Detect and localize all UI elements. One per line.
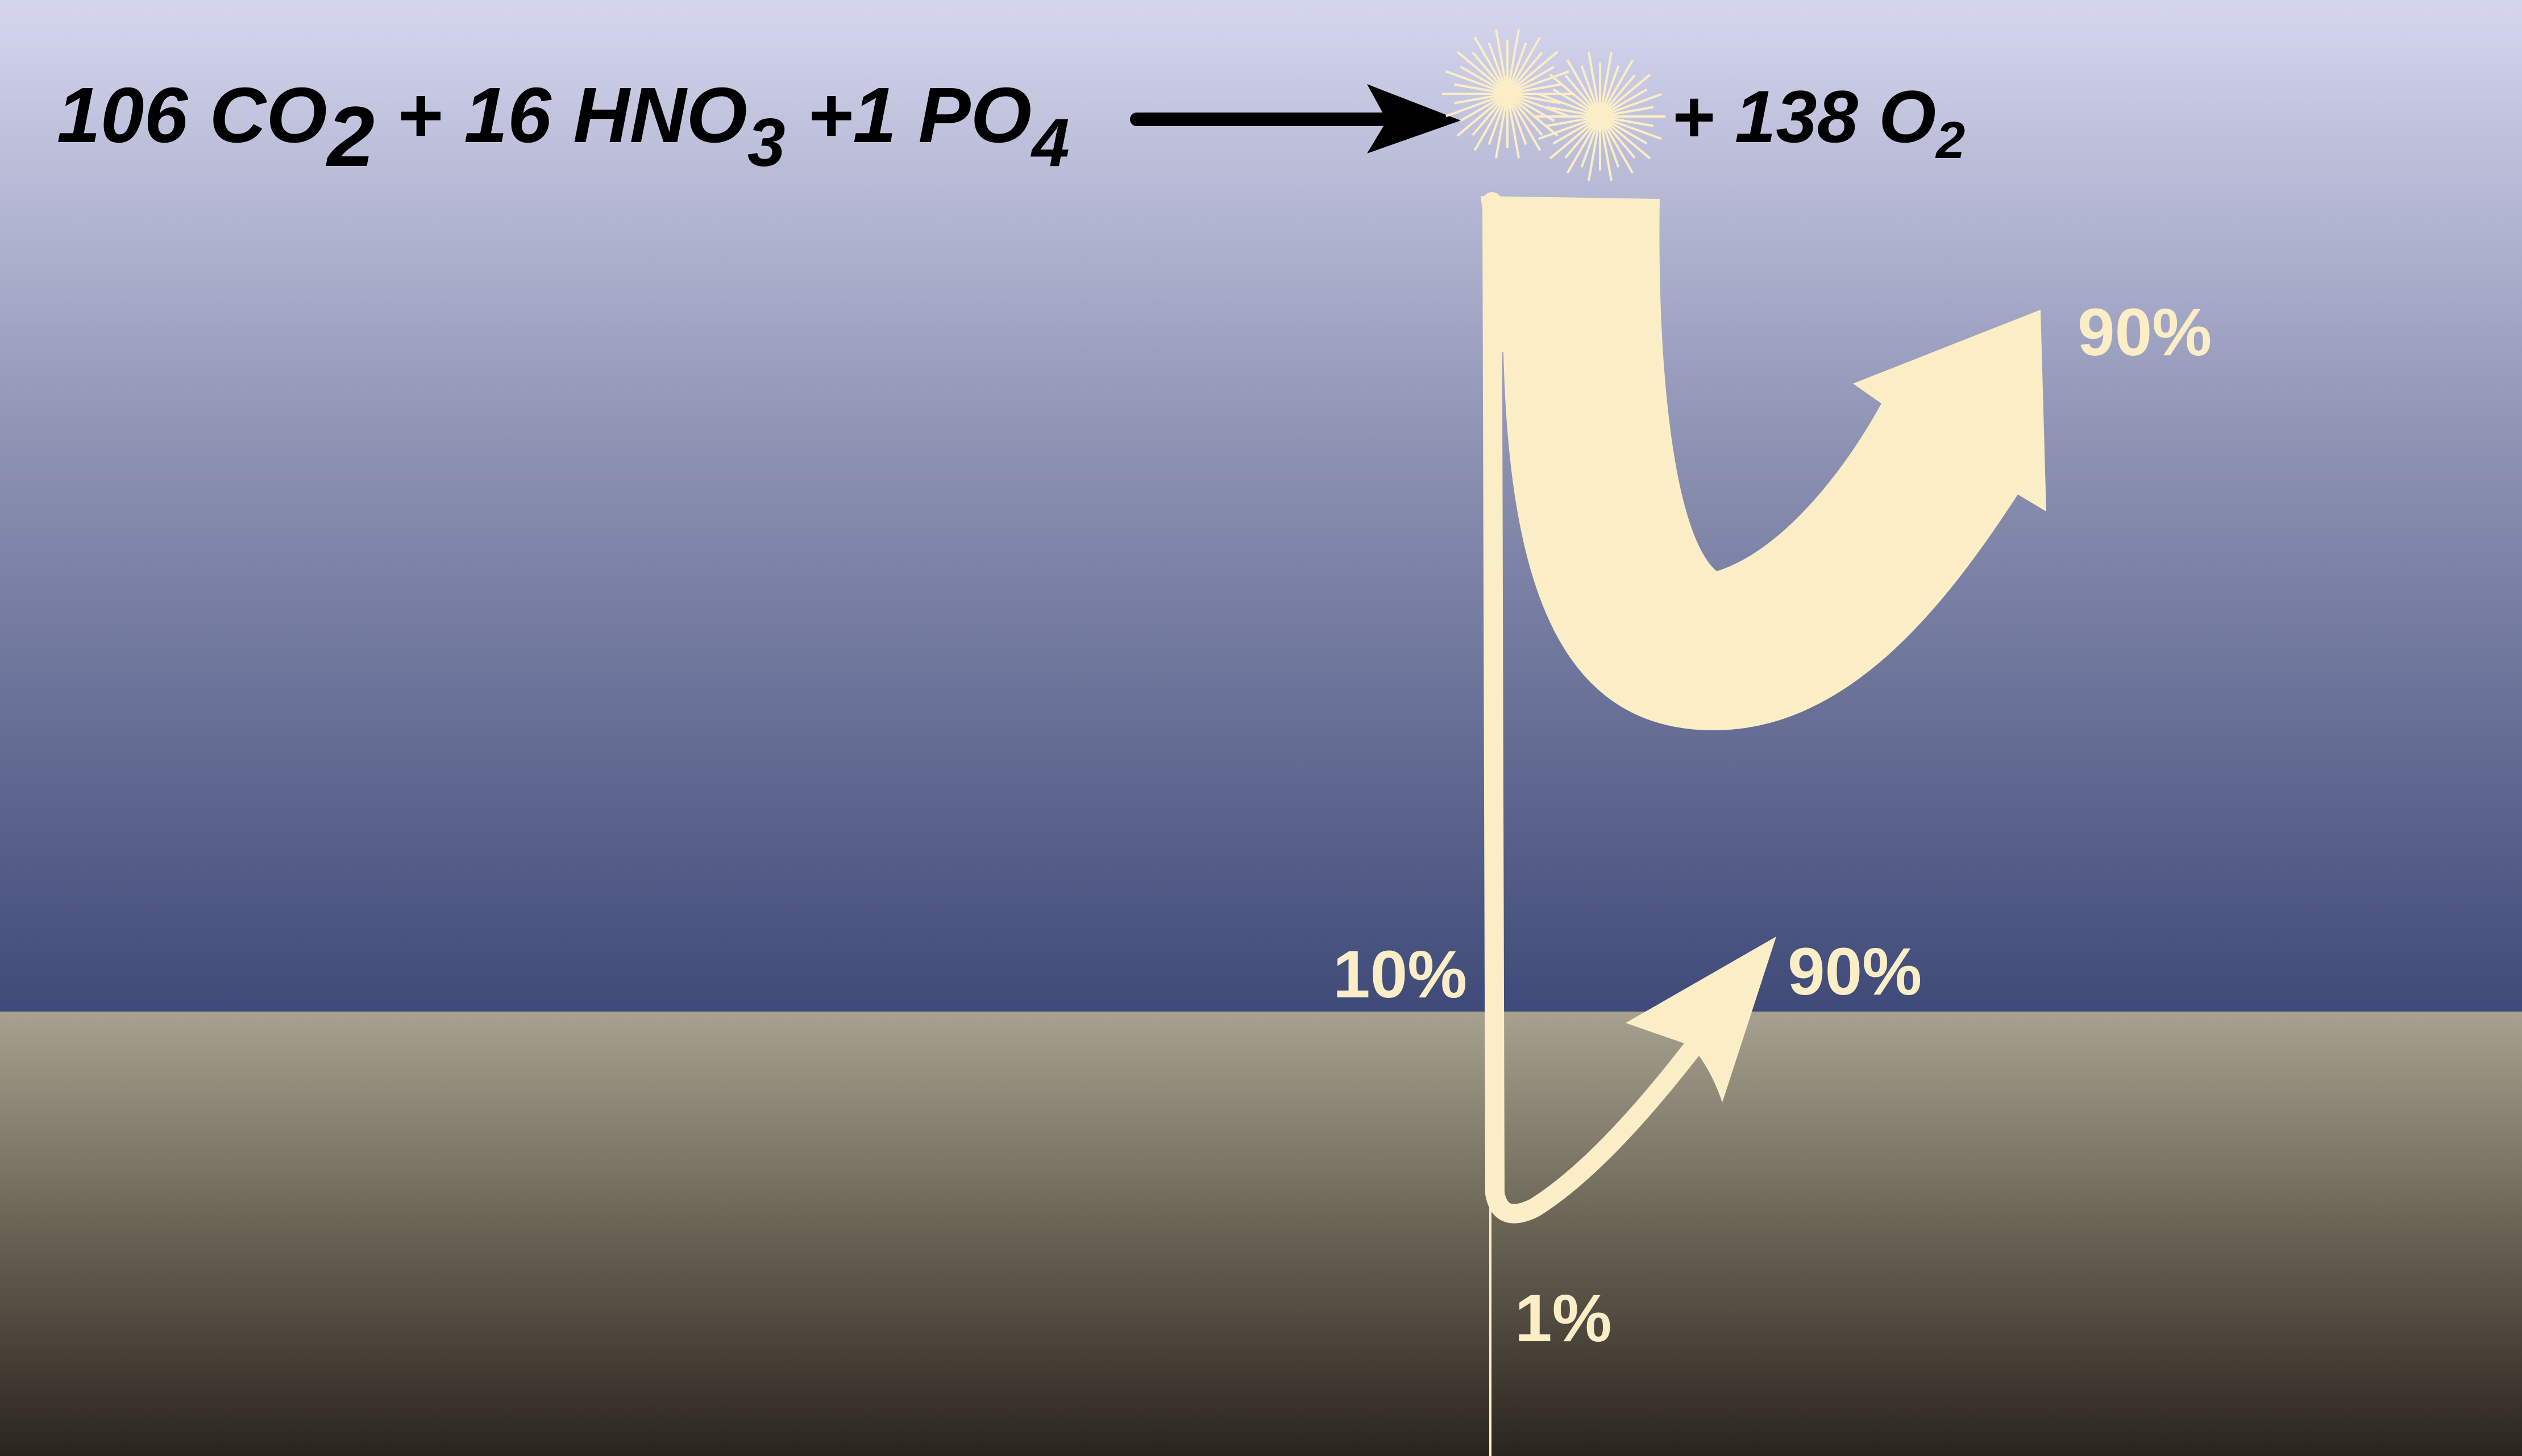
sun-ray: [1580, 65, 1598, 107]
sun-ray: [1564, 123, 1594, 159]
co2-term: 106 CO: [57, 72, 327, 159]
sun-ray: [1608, 120, 1648, 145]
sun-ray: [1508, 29, 1520, 84]
sun-ray: [1588, 126, 1599, 181]
co2-subscript: 2: [326, 89, 375, 184]
sun-ray: [1472, 101, 1502, 136]
sun-ray: [1609, 119, 1662, 140]
sun-ray: [1514, 51, 1559, 88]
sun-ray: [1566, 59, 1596, 109]
sun-ray: [1511, 36, 1542, 86]
sun-ray: [1516, 70, 1569, 91]
sun-ray: [1564, 74, 1594, 110]
sun-ray: [1602, 126, 1620, 168]
sun-ray: [1606, 123, 1636, 159]
sun-ray: [1511, 102, 1542, 151]
sun-ray: [1460, 65, 1499, 90]
sediment-layer: [0, 1012, 2522, 1456]
sun-ray: [1454, 94, 1498, 105]
sun-ray: [1538, 119, 1591, 140]
equation-reactants: 106 CO2 + 16 HNO3 +1 PO4: [57, 72, 1070, 184]
water-column: [0, 0, 2522, 1012]
sun-ray: [1456, 51, 1501, 88]
sun-ray: [1510, 103, 1527, 145]
o2-term: + 138 O: [1671, 75, 1936, 158]
sun-burst-2: [1535, 52, 1665, 181]
seafloor-return-label: 90%: [1788, 934, 1922, 1009]
sun-ray: [1517, 83, 1561, 93]
right-arrow-icon: [1130, 84, 1461, 153]
surface-return-label: 90%: [2078, 295, 2212, 370]
sun-ray: [1445, 96, 1498, 118]
sun-ray: [1607, 73, 1651, 111]
sun-ray: [1604, 59, 1634, 109]
seafloor-return-arrowhead: [1626, 937, 1776, 1103]
sun-ray: [1552, 120, 1592, 145]
sun-ray: [1608, 88, 1648, 113]
sun-ray: [1601, 52, 1613, 107]
po4-term: +1 PO: [786, 72, 1032, 159]
sun-ray: [1495, 29, 1507, 84]
sun-ray: [1610, 117, 1653, 127]
sun-ray: [1602, 65, 1620, 107]
sun-ray: [1473, 36, 1503, 86]
po4-subscript: 4: [1031, 105, 1070, 181]
sun-ray: [1549, 73, 1593, 111]
sun-ray: [1513, 51, 1543, 87]
sun-ray: [1472, 51, 1502, 87]
sun-ray: [1610, 106, 1653, 116]
sun-core: [1496, 82, 1519, 105]
sun-ray: [1604, 124, 1634, 174]
o2-subscript: 2: [1935, 111, 1965, 169]
sun-ray: [1547, 106, 1590, 116]
sun-burst-icon: [1442, 29, 1665, 181]
sun-ray: [1609, 93, 1662, 114]
sun-ray: [1508, 103, 1520, 159]
sun-ray: [1488, 103, 1505, 145]
sun-ray: [1588, 52, 1599, 107]
sun-ray: [1552, 88, 1592, 113]
sun-ray: [1516, 96, 1569, 118]
export-label: 10%: [1333, 937, 1467, 1012]
sun-ray: [1517, 94, 1561, 105]
sun-ray: [1460, 98, 1499, 122]
sun-ray: [1513, 101, 1543, 136]
hno3-subscript: 3: [747, 105, 786, 181]
sun-ray: [1445, 70, 1498, 91]
sun-ray: [1473, 102, 1503, 151]
hno3-term: + 16 HNO: [375, 72, 747, 159]
sun-core: [1589, 105, 1611, 128]
sun-ray: [1454, 83, 1498, 93]
sun-ray: [1547, 117, 1590, 127]
sun-ray: [1607, 122, 1651, 160]
sun-ray: [1606, 74, 1636, 110]
surface-recycling-flow: [1481, 196, 2046, 730]
sun-ray: [1510, 43, 1527, 85]
sun-ray: [1495, 103, 1507, 159]
sun-ray: [1456, 99, 1501, 137]
equation-products: + 138 O2: [1671, 75, 1965, 169]
export-flow: [1482, 192, 1706, 1224]
sun-ray: [1549, 122, 1593, 160]
sun-ray: [1488, 43, 1505, 85]
sun-ray: [1515, 65, 1555, 90]
sun-burst-1: [1442, 29, 1573, 159]
sun-ray: [1580, 126, 1598, 168]
sun-ray: [1601, 126, 1613, 181]
sun-ray: [1538, 93, 1591, 114]
burial-label: 1%: [1515, 1281, 1612, 1356]
sun-ray: [1566, 124, 1596, 174]
sun-ray: [1514, 99, 1559, 137]
